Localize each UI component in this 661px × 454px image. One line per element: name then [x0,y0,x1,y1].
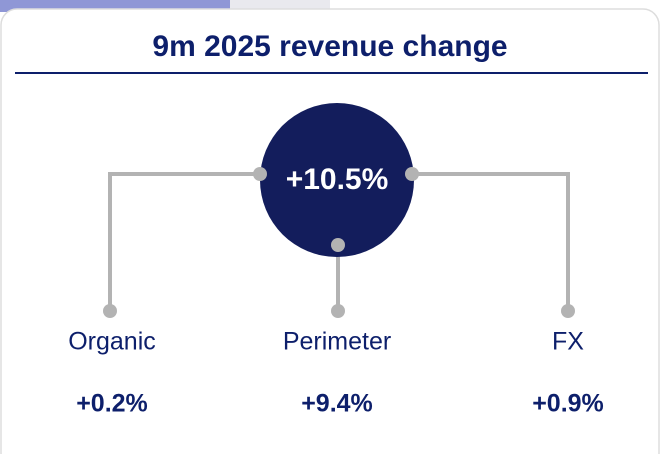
node-value: +0.9% [532,390,604,418]
dot [103,304,117,318]
connector-left [108,172,260,311]
title: 9m 2025 revenue change [152,30,507,63]
center-circle [260,103,414,257]
dot [253,167,267,181]
node-value: +9.4% [301,390,373,418]
dot [331,304,345,318]
dot [405,167,419,181]
dot [561,304,575,318]
node-label: FX [552,328,584,356]
center-value: +10.5% [286,163,389,196]
node-value: +0.2% [76,390,148,418]
dot [331,238,345,252]
connector-right [412,172,570,311]
node-label: Perimeter [283,328,391,356]
node-label: Organic [68,328,156,356]
